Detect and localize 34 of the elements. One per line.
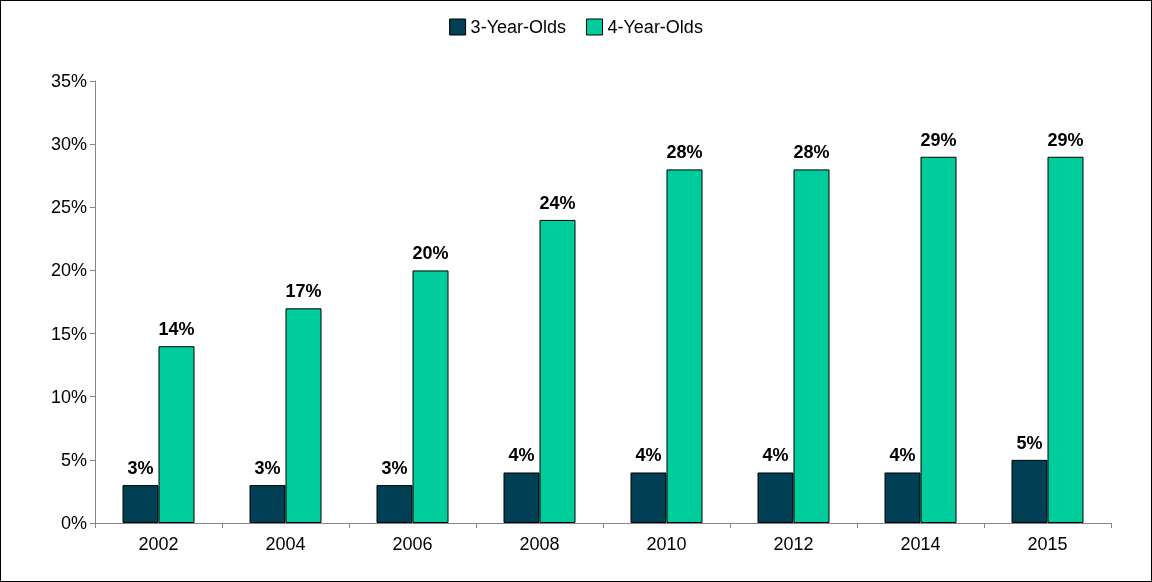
x-tick-label: 2006 — [392, 534, 433, 554]
data-label: 28% — [666, 142, 703, 163]
data-label: 4% — [508, 445, 535, 466]
y-tick-label: 15% — [50, 323, 87, 344]
x-tick-label: 2002 — [138, 534, 179, 554]
data-label: 28% — [793, 142, 830, 163]
legend-label: 3-Year-Olds — [470, 17, 567, 37]
legend-label: 4-Year-Olds — [607, 17, 703, 37]
x-tick-label: 2004 — [265, 534, 306, 554]
y-tick-label: 10% — [50, 386, 87, 407]
y-tick-label: 0% — [60, 513, 87, 533]
data-label: 3% — [127, 458, 154, 479]
data-label: 20% — [412, 243, 449, 264]
data-label: 29% — [1047, 129, 1084, 150]
x-tick-label: 2015 — [1027, 534, 1068, 554]
data-label: 29% — [920, 129, 957, 150]
data-label: 4% — [762, 445, 789, 466]
y-tick-label: 35% — [50, 71, 87, 91]
x-tick-label: 2014 — [900, 534, 941, 554]
data-label: 14% — [158, 319, 195, 340]
data-label: 24% — [539, 192, 576, 213]
x-tick-label: 2008 — [519, 534, 560, 554]
x-tick-label: 2010 — [646, 534, 687, 554]
x-tick-label: 2012 — [773, 534, 814, 554]
y-tick-label: 20% — [50, 260, 87, 281]
y-tick-label: 5% — [60, 449, 87, 470]
y-tick-label: 30% — [50, 134, 87, 155]
y-tick-label: 25% — [50, 197, 87, 218]
data-label: 17% — [285, 281, 322, 302]
data-label: 4% — [889, 445, 916, 466]
data-label: 4% — [635, 445, 662, 466]
data-label: 3% — [254, 458, 281, 479]
data-label: 3% — [381, 458, 408, 479]
data-label: 5% — [1016, 432, 1043, 453]
